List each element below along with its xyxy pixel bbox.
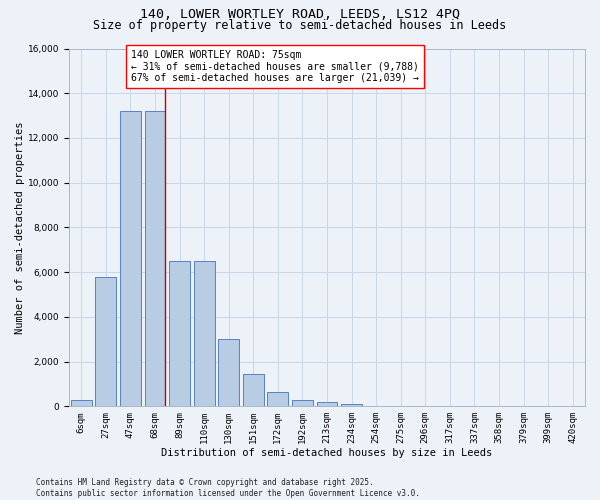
Bar — [194, 261, 215, 406]
X-axis label: Distribution of semi-detached houses by size in Leeds: Distribution of semi-detached houses by … — [161, 448, 493, 458]
Bar — [317, 402, 337, 406]
Bar — [71, 400, 92, 406]
Y-axis label: Number of semi-detached properties: Number of semi-detached properties — [15, 121, 25, 334]
Bar — [268, 392, 289, 406]
Bar — [169, 261, 190, 406]
Text: Size of property relative to semi-detached houses in Leeds: Size of property relative to semi-detach… — [94, 19, 506, 32]
Bar — [120, 111, 141, 406]
Bar — [292, 400, 313, 406]
Bar — [95, 276, 116, 406]
Text: Contains HM Land Registry data © Crown copyright and database right 2025.
Contai: Contains HM Land Registry data © Crown c… — [36, 478, 420, 498]
Bar — [243, 374, 264, 406]
Bar — [218, 339, 239, 406]
Text: 140 LOWER WORTLEY ROAD: 75sqm
← 31% of semi-detached houses are smaller (9,788)
: 140 LOWER WORTLEY ROAD: 75sqm ← 31% of s… — [131, 50, 419, 84]
Bar — [341, 404, 362, 406]
Bar — [145, 111, 166, 406]
Text: 140, LOWER WORTLEY ROAD, LEEDS, LS12 4PQ: 140, LOWER WORTLEY ROAD, LEEDS, LS12 4PQ — [140, 8, 460, 20]
